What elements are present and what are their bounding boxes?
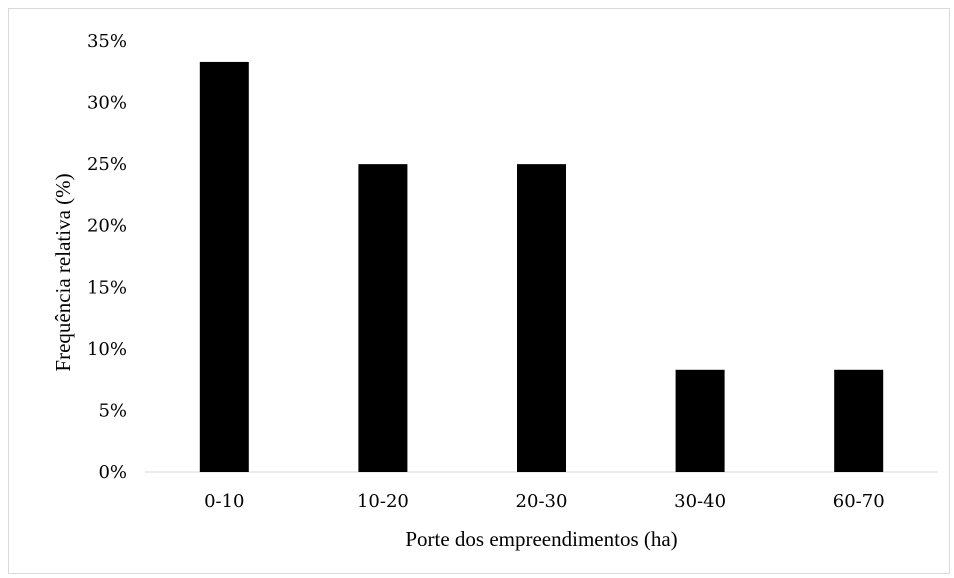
y-tick-label: 20% [87, 216, 127, 237]
bar [199, 61, 249, 472]
x-axis-title: Porte dos empreendimentos (ha) [405, 527, 677, 551]
y-tick-label: 15% [87, 277, 127, 298]
y-tick-label: 0% [98, 462, 127, 483]
bar [675, 369, 725, 472]
x-axis-ticks: 0-10 10-20 20-30 30-40 60-70 [204, 491, 885, 512]
y-tick-label: 5% [98, 400, 127, 421]
x-tick-label: 20-30 [516, 491, 568, 512]
y-axis-ticks: 0% 5% 10% 15% 20% 25% 30% 35% [87, 31, 127, 483]
bar [834, 369, 884, 472]
y-tick-label: 35% [87, 31, 127, 52]
y-tick-label: 30% [87, 93, 127, 114]
bar [517, 164, 566, 472]
x-tick-label: 30-40 [674, 491, 726, 512]
y-axis-title: Frequência relativa (%) [51, 173, 75, 371]
bar [358, 164, 408, 472]
bars [199, 61, 884, 472]
x-tick-label: 0-10 [204, 491, 244, 512]
chart-frame [8, 8, 950, 574]
x-tick-label: 60-70 [833, 491, 885, 512]
y-tick-label: 25% [87, 154, 127, 175]
y-tick-label: 10% [87, 339, 127, 360]
x-tick-label: 10-20 [357, 491, 409, 512]
